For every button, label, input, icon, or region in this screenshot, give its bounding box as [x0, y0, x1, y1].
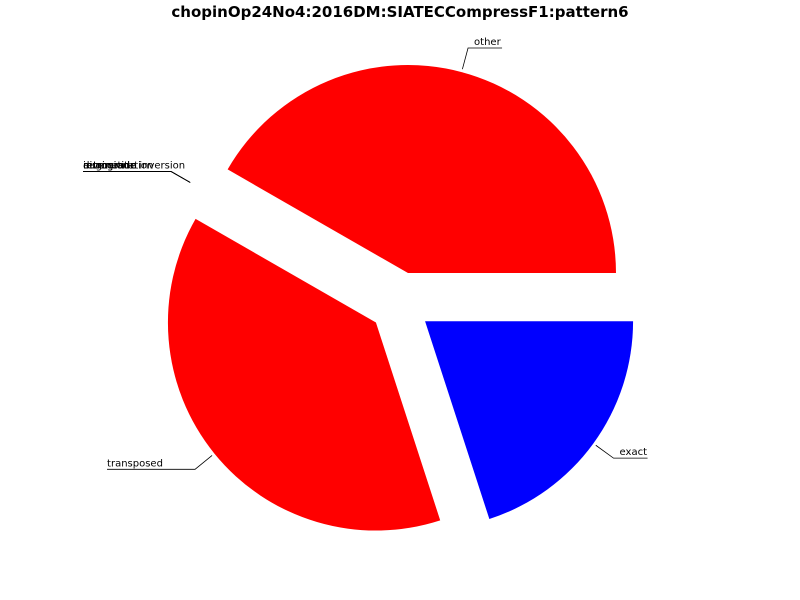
slice-label-other: other — [474, 37, 502, 48]
slice-label-retrograde: retrograde — [83, 160, 136, 171]
slice-label-inversion: inversion — [83, 160, 129, 171]
slice-label-transposed: transposed — [107, 458, 163, 469]
leader-line-transposed — [107, 455, 213, 470]
pie-slice-exact — [425, 321, 634, 520]
slice-label-retrograde-inversion: retrograde inversion — [83, 160, 185, 171]
slice-label-augmentation: augmentation — [83, 160, 153, 171]
pie-slices — [167, 65, 634, 531]
slice-label-exact: exact — [620, 447, 648, 458]
leader-line-other — [462, 47, 503, 70]
leader-line-diminution — [83, 171, 191, 183]
chart-title: chopinOp24No4:2016DM:SIATECCompressF1:pa… — [171, 3, 629, 21]
leader-line-exact — [595, 444, 648, 459]
pie-slice-transposed — [167, 218, 441, 531]
pie-slice-other — [227, 65, 616, 274]
slice-label-diminution: diminution — [83, 160, 136, 171]
